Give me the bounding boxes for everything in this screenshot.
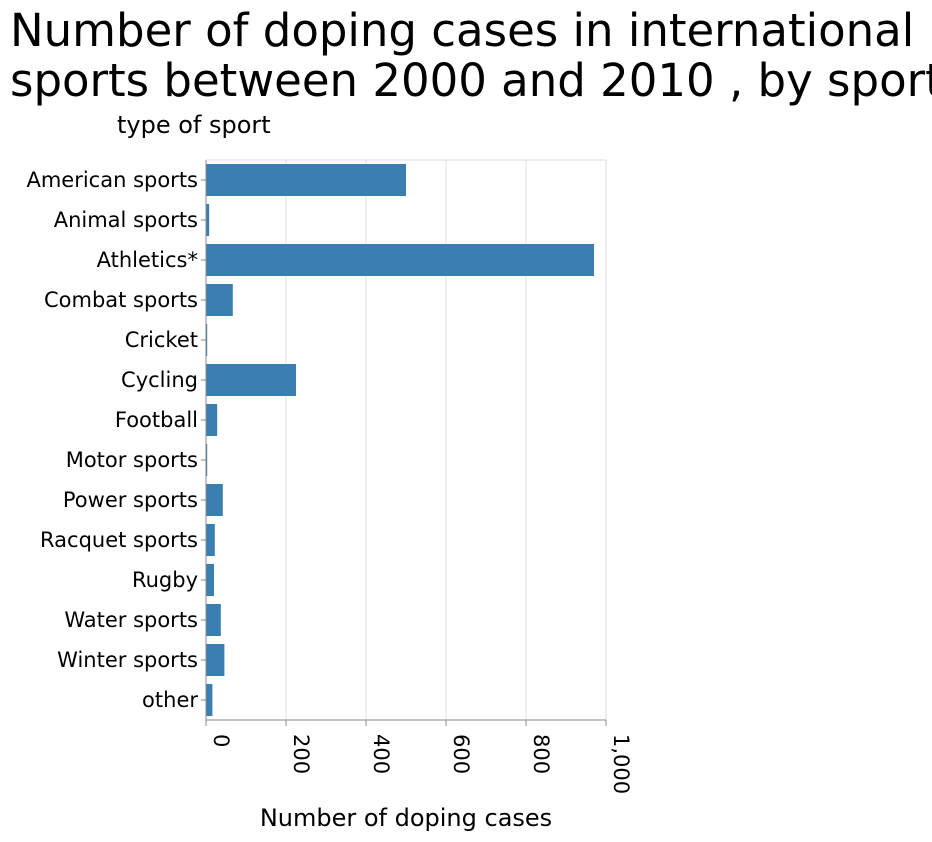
bar [206, 644, 224, 676]
x-tick-label: 800 [529, 734, 553, 774]
y-tick-label: Cycling [121, 368, 198, 392]
chart-title-line-2: sports between 2000 and 2010 , by sport [10, 54, 932, 107]
bar [206, 404, 217, 436]
bar [206, 284, 233, 316]
y-tick-label: American sports [26, 168, 198, 192]
x-axis: 0 200 400 600 800 1,000 [206, 720, 633, 794]
bar [206, 364, 296, 396]
bar [206, 564, 214, 596]
y-tick-label: Power sports [63, 488, 198, 512]
x-tick-label: 200 [289, 734, 313, 774]
chart-title: Number of doping cases in international … [10, 4, 932, 107]
y-tick-label: Animal sports [54, 208, 198, 232]
y-tick-label: Cricket [125, 328, 198, 352]
bar [206, 244, 594, 276]
y-tick-label: Motor sports [66, 448, 198, 472]
bar [206, 164, 406, 196]
y-tick-label: Rugby [132, 568, 198, 592]
x-axis-title: Number of doping cases [260, 804, 552, 832]
y-axis-title: type of sport [117, 111, 271, 139]
y-tick-label: Combat sports [44, 288, 198, 312]
chart-title-line-1: Number of doping cases in international [10, 4, 914, 57]
x-tick-label: 0 [209, 734, 233, 747]
y-tick-label: Water sports [64, 608, 198, 632]
x-tick-label: 600 [449, 734, 473, 774]
y-tick-label: Athletics* [97, 248, 198, 272]
y-axis: American sports Animal sports Athletics* Co… [26, 160, 206, 720]
x-tick-label: 400 [369, 734, 393, 774]
bar [206, 684, 212, 716]
y-tick-label: Winter sports [57, 648, 198, 672]
y-tick-label: other [142, 688, 198, 712]
bars [206, 164, 594, 716]
x-tick-label: 1,000 [609, 734, 633, 794]
y-tick-label: Football [115, 408, 198, 432]
y-tick-label: Racquet sports [40, 528, 198, 552]
bar [206, 604, 221, 636]
bar [206, 524, 215, 556]
bar [206, 484, 223, 516]
